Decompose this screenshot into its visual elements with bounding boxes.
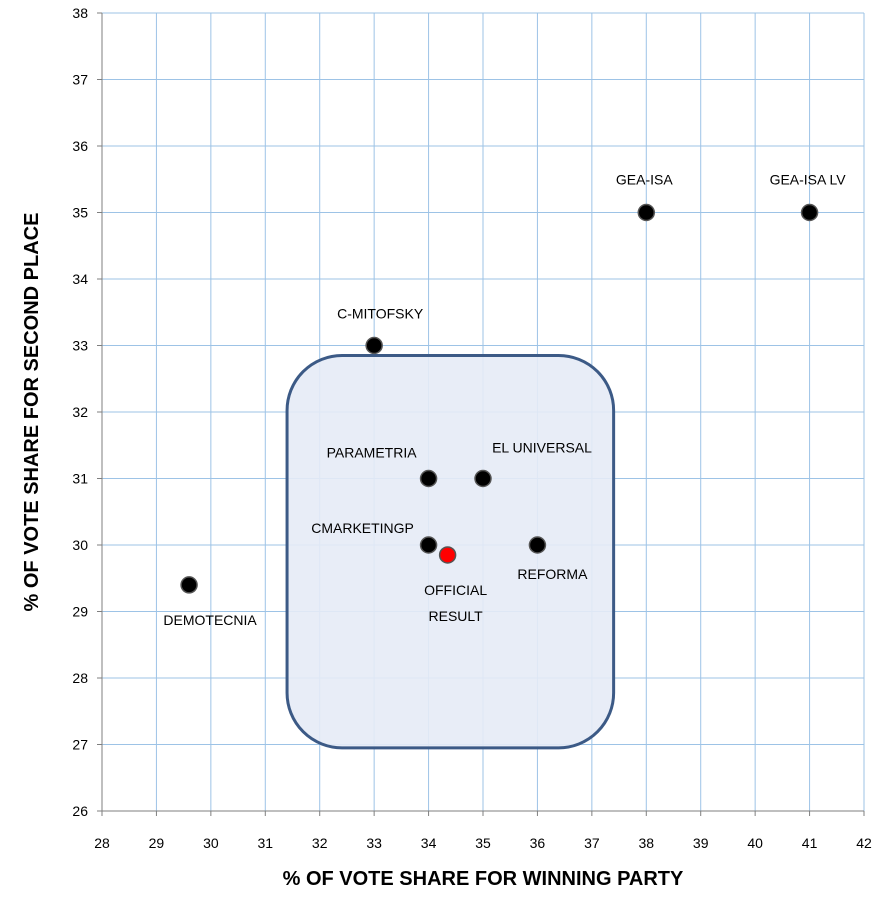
y-tick-label: 26 bbox=[72, 803, 88, 819]
y-tick-label: 36 bbox=[72, 138, 88, 154]
point-label: PARAMETRIA bbox=[327, 445, 418, 461]
y-tick-label: 32 bbox=[72, 404, 88, 420]
y-tick-label: 31 bbox=[72, 471, 88, 487]
point-label: DEMOTECNIA bbox=[163, 612, 257, 628]
x-tick-label: 39 bbox=[693, 835, 709, 851]
y-tick-label: 28 bbox=[72, 670, 88, 686]
x-tick-label: 38 bbox=[638, 835, 654, 851]
y-tick-label: 34 bbox=[72, 271, 88, 287]
x-tick-label: 37 bbox=[584, 835, 600, 851]
y-tick-labels: 26 27 28 29 30 31 32 33 34 35 36 37 38 bbox=[72, 5, 88, 819]
x-tick-label: 41 bbox=[802, 835, 818, 851]
x-tick-label: 31 bbox=[257, 835, 273, 851]
data-point bbox=[800, 203, 819, 222]
x-tick-label: 40 bbox=[747, 835, 763, 851]
point-label: C-MITOFSKY bbox=[337, 306, 424, 322]
y-tick-label: 30 bbox=[72, 537, 88, 553]
point-labels: GEA-ISA GEA-ISA LV C-MITOFSKY PARAMETRIA EL … bbox=[163, 172, 846, 628]
y-tick-label: 37 bbox=[72, 72, 88, 88]
y-tick-label: 33 bbox=[72, 338, 88, 354]
y-axis-title: % OF VOTE SHARE FOR SECOND PLACE bbox=[21, 213, 43, 612]
data-point bbox=[474, 469, 492, 488]
x-tick-label: 32 bbox=[312, 835, 328, 851]
data-point bbox=[419, 469, 438, 488]
x-tick-label: 29 bbox=[149, 835, 165, 851]
x-tick-label: 34 bbox=[421, 835, 437, 851]
data-point bbox=[528, 536, 547, 554]
x-tick-label: 36 bbox=[530, 835, 546, 851]
y-tick-label: 27 bbox=[72, 737, 88, 753]
data-point bbox=[419, 536, 438, 554]
point-label: GEA-ISA bbox=[616, 172, 673, 188]
x-tick-label: 35 bbox=[475, 835, 491, 851]
x-tick-label: 33 bbox=[366, 835, 382, 851]
x-tick-label: 42 bbox=[856, 835, 872, 851]
x-tick-labels: 28 29 30 31 32 33 34 35 36 37 38 39 40 41 42 bbox=[94, 835, 872, 851]
x-axis-title: % OF VOTE SHARE FOR WINNING PARTY bbox=[283, 868, 684, 890]
data-point bbox=[365, 336, 383, 355]
data-point bbox=[637, 203, 656, 222]
axes bbox=[97, 12, 865, 816]
point-label: CMARKETINGP bbox=[311, 520, 414, 536]
data-points bbox=[180, 203, 819, 594]
point-label: OFFICIAL RESULT bbox=[424, 582, 487, 624]
x-tick-label: 30 bbox=[203, 835, 219, 851]
point-label: GEA-ISA LV bbox=[770, 172, 847, 188]
y-tick-label: 35 bbox=[72, 205, 88, 221]
point-label: EL UNIVERSAL bbox=[492, 440, 592, 456]
x-tick-label: 28 bbox=[94, 835, 110, 851]
data-point bbox=[180, 576, 198, 594]
data-point bbox=[438, 546, 457, 564]
point-label: REFORMA bbox=[517, 566, 588, 582]
y-tick-label: 29 bbox=[72, 604, 88, 620]
y-tick-label: 38 bbox=[72, 5, 88, 21]
